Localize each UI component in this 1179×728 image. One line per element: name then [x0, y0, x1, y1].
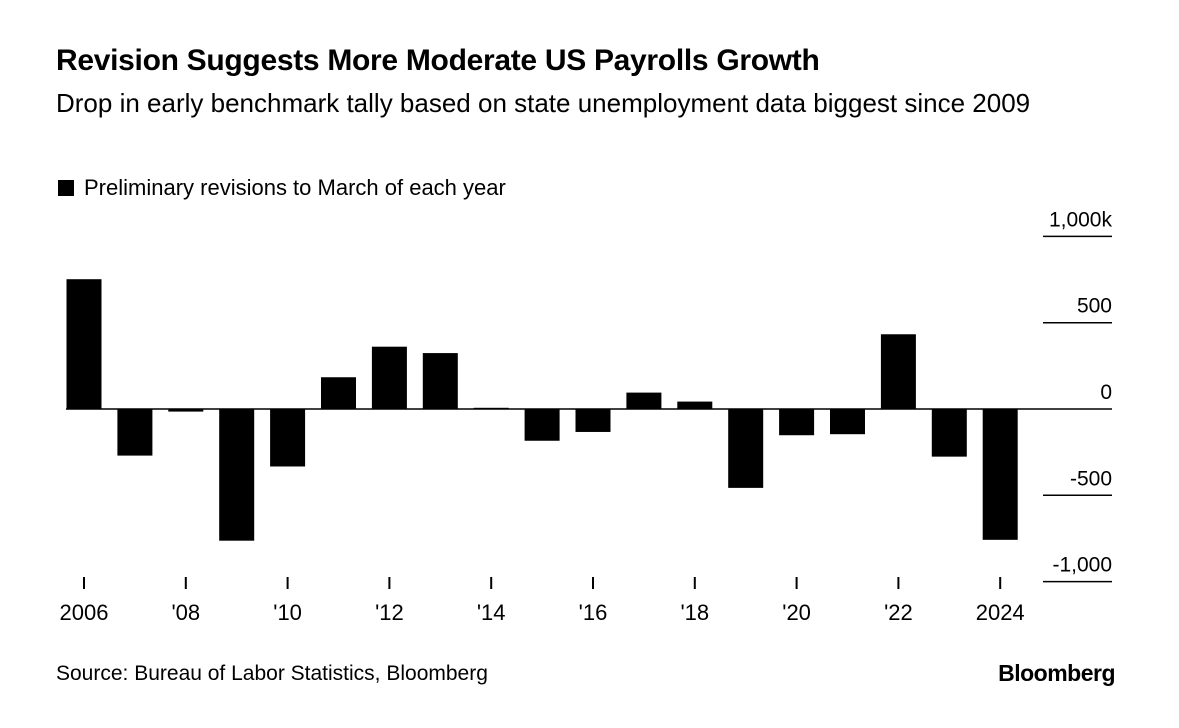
bar-2007 [117, 409, 153, 456]
x-tick-label: '22 [884, 600, 913, 625]
chart-subtitle: Drop in early benchmark tally based on s… [56, 88, 1031, 118]
bar-2023 [931, 409, 967, 457]
x-tick-label: '08 [171, 600, 200, 625]
bar-2017 [626, 392, 662, 409]
x-tick-label: 2024 [976, 600, 1025, 625]
bars [66, 279, 1018, 541]
legend-swatch [58, 180, 74, 196]
bar-2018 [677, 401, 713, 409]
x-tick-label: '10 [273, 600, 302, 625]
legend-label: Preliminary revisions to March of each y… [84, 175, 506, 200]
bar-2015 [524, 409, 560, 441]
bar-2022 [880, 334, 916, 409]
chart-title: Revision Suggests More Moderate US Payro… [56, 44, 820, 77]
bar-2006 [66, 279, 102, 409]
x-tick-label: '18 [680, 600, 709, 625]
x-tick-label: 2006 [60, 600, 109, 625]
x-tick-label: '12 [375, 600, 404, 625]
x-tick-label: '14 [477, 600, 506, 625]
bar-2016 [575, 409, 611, 432]
bar-2009 [219, 409, 255, 541]
y-tick-label: -1,000 [1052, 554, 1112, 577]
bar-2010 [270, 409, 306, 467]
bar-2024 [982, 409, 1018, 540]
bar-2012 [371, 346, 407, 409]
bar-2008 [168, 409, 204, 412]
bar-2020 [779, 409, 815, 436]
y-tick-label: 0 [1100, 381, 1112, 404]
source-note: Source: Bureau of Labor Statistics, Bloo… [56, 662, 488, 685]
bar-2011 [321, 377, 356, 409]
legend: Preliminary revisions to March of each y… [58, 175, 506, 201]
bar-2014 [473, 407, 509, 410]
bar-2013 [422, 353, 458, 409]
y-tick-label: -500 [1070, 467, 1112, 490]
x-tick-label: '20 [782, 600, 811, 625]
bloomberg-logo: Bloomberg [998, 660, 1115, 686]
x-axis: 2006 '08 '10 '12 '14 '16 '18 '20 '22 2024 [60, 577, 1025, 625]
y-tick-label: 500 [1077, 295, 1112, 318]
bar-2019 [728, 409, 764, 488]
bar-2021 [830, 409, 865, 435]
x-tick-label: '16 [579, 600, 608, 625]
y-tick-label: 1,000k [1049, 208, 1113, 231]
